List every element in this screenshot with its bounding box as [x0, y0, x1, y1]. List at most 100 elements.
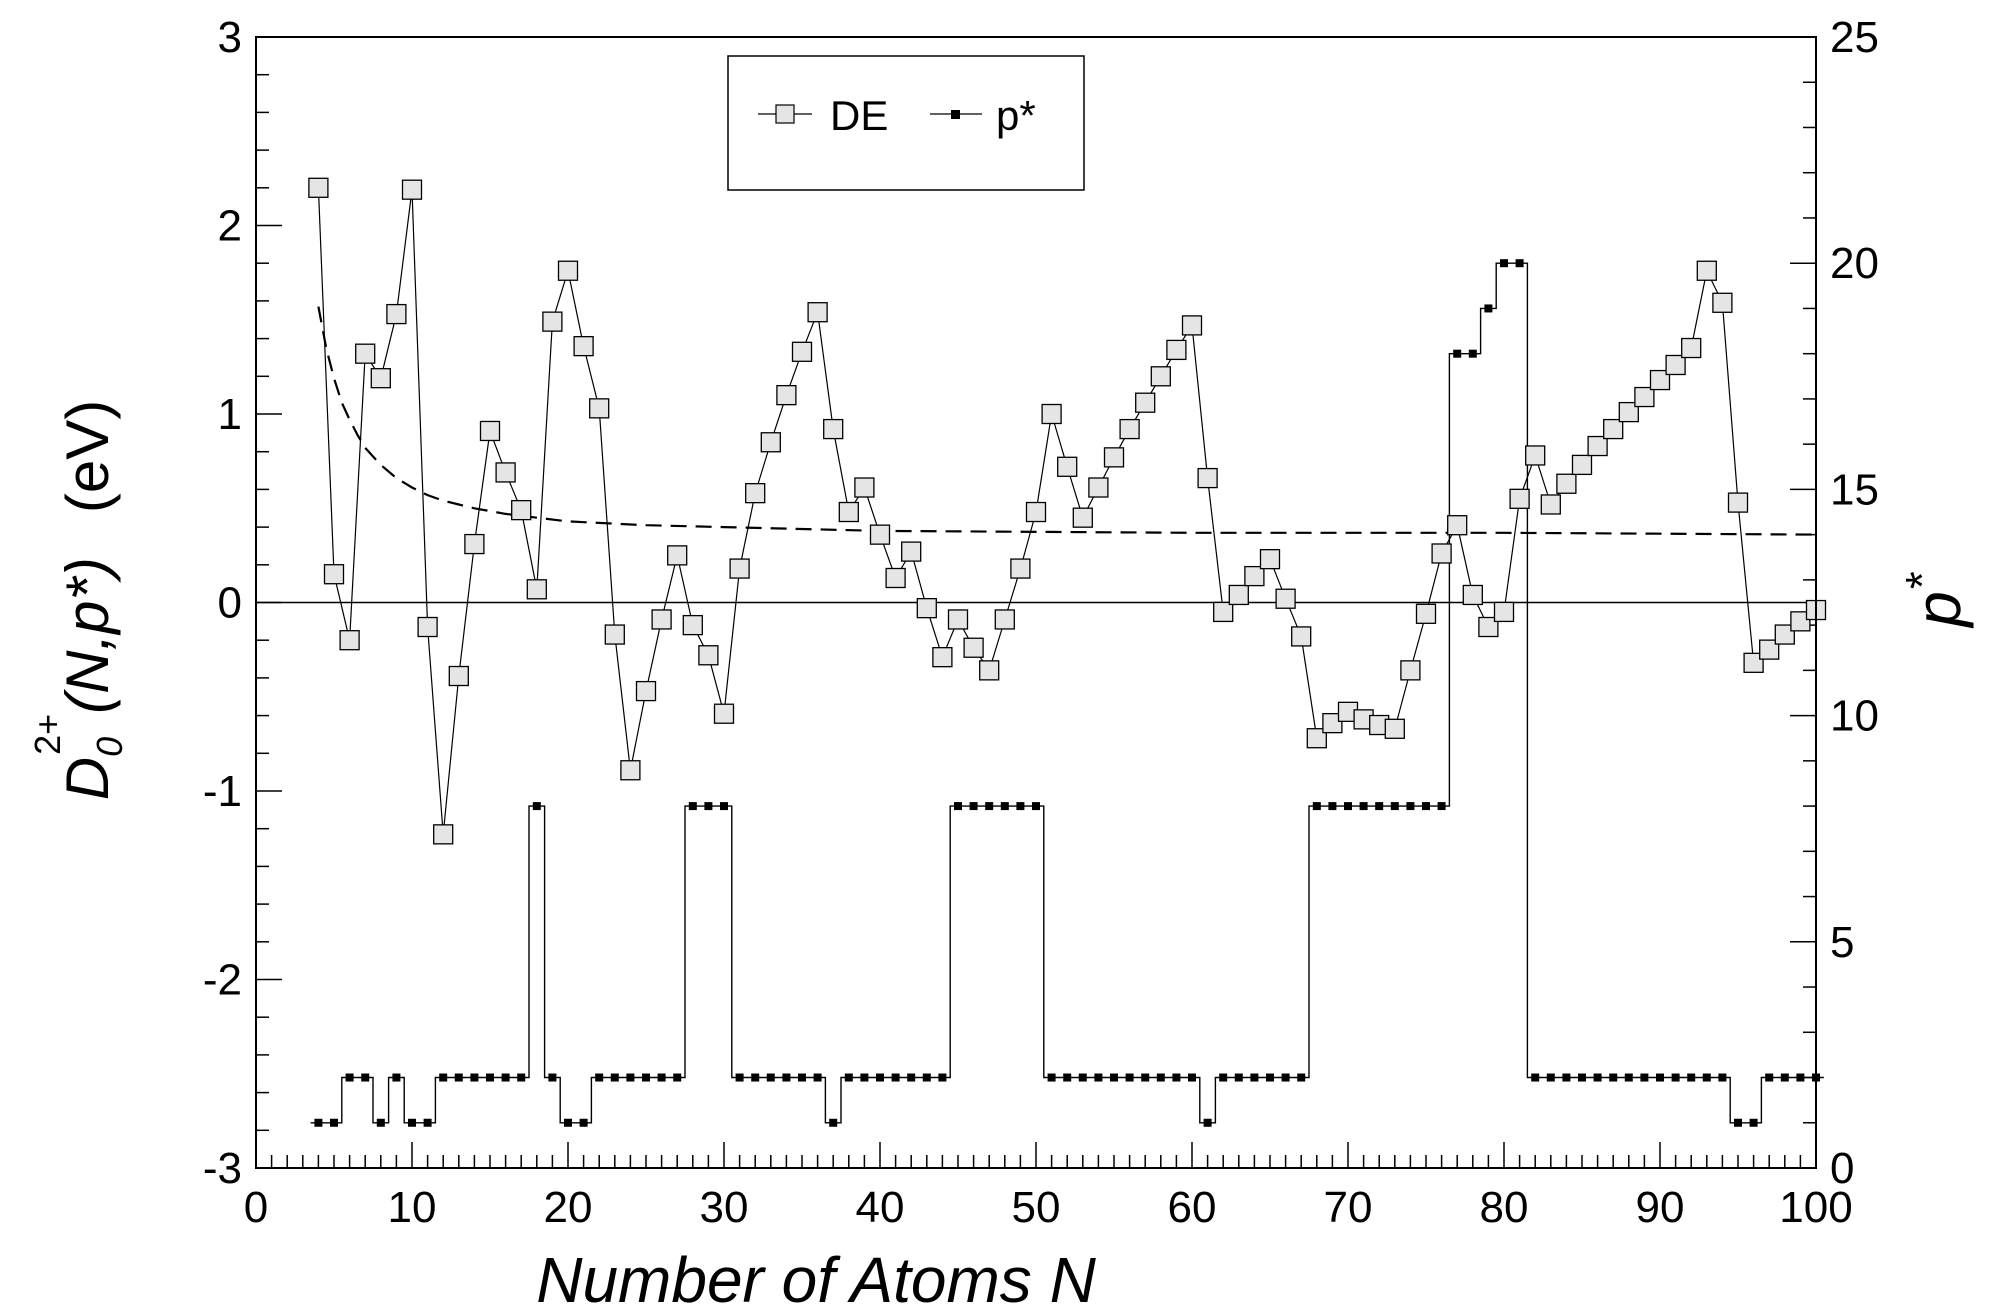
p-star-point [782, 1073, 791, 1082]
p-star-point [1562, 1073, 1571, 1082]
y-left-main: D [54, 757, 121, 800]
de-point [1291, 626, 1312, 647]
p-star-point [1125, 1073, 1134, 1082]
dashed-fit-curve [317, 306, 1817, 536]
de-point [932, 647, 953, 668]
p-star-point [844, 1073, 853, 1082]
de-point [729, 558, 750, 579]
p-star-point [1297, 1073, 1306, 1082]
de-point [979, 660, 1000, 681]
de-point [1244, 565, 1265, 587]
de-point [417, 616, 438, 638]
de-point [339, 630, 360, 651]
de-point [1665, 354, 1686, 376]
de-point [667, 545, 688, 566]
p-star-point [1796, 1073, 1805, 1082]
de-point [1166, 339, 1187, 361]
legend-label-de: DE [830, 92, 888, 139]
de-point [651, 609, 672, 630]
de-point [1259, 548, 1281, 570]
de-point [1790, 611, 1811, 632]
de-point [1415, 603, 1437, 624]
de-point [542, 311, 563, 332]
de-point [1025, 501, 1047, 523]
p-star-point [922, 1073, 931, 1082]
de-point [1759, 639, 1780, 660]
x-tick-label: 20 [544, 1183, 593, 1232]
x-tick-label: 90 [1636, 1183, 1685, 1232]
de-point [1634, 386, 1655, 408]
y-left-tick-label: 1 [218, 390, 242, 439]
de-point [1041, 403, 1062, 425]
p-star-point [501, 1073, 510, 1082]
p-star-point [1032, 802, 1040, 811]
de-point [1681, 337, 1702, 359]
x-tick-label: 100 [1779, 1183, 1852, 1232]
de-point [1509, 488, 1530, 509]
y-left-tick-label: 3 [218, 13, 242, 62]
p-star-point [532, 802, 541, 811]
p-star-point [657, 1073, 666, 1082]
p-star-point [1609, 1073, 1618, 1082]
p-star-point [1203, 1118, 1212, 1127]
p-star-point [1016, 802, 1025, 811]
p-star-point [564, 1118, 572, 1127]
x-tick-label: 70 [1324, 1183, 1373, 1232]
p-star-point [1172, 1073, 1181, 1082]
p-star-point [1250, 1073, 1259, 1082]
de-point [901, 541, 922, 562]
de-point [526, 579, 547, 600]
p-star-point [1063, 1073, 1072, 1082]
de-point [1010, 558, 1031, 579]
de-point [1556, 473, 1577, 494]
y-left-unit: (eV) [54, 400, 121, 513]
de-point [1447, 515, 1468, 536]
de-point [1228, 584, 1249, 606]
p-star-point [766, 1073, 775, 1082]
y-right-main: p [1902, 591, 1974, 629]
legend-marker-p [951, 110, 960, 119]
p-star-point [1094, 1073, 1103, 1082]
de-point [776, 384, 797, 406]
p-star-point [1359, 802, 1368, 811]
y-left-tick-label: 2 [218, 202, 242, 251]
de-point [994, 609, 1015, 630]
y-left-sub: 0 [89, 737, 130, 757]
p-star-point [1281, 1073, 1290, 1082]
de-point [1213, 601, 1234, 623]
p-star-point [1780, 1073, 1789, 1082]
p-star-point [1422, 802, 1430, 811]
series-line-p-star [310, 262, 1824, 1124]
de-point [1727, 492, 1749, 513]
de-point [1743, 652, 1764, 673]
p-star-point [1734, 1118, 1742, 1127]
p-star-point [1546, 1073, 1555, 1082]
de-point [916, 598, 937, 619]
p-star-point [1188, 1073, 1196, 1082]
de-point [1478, 616, 1499, 638]
y-left-tick-label: -2 [203, 956, 242, 1005]
p-star-point [1406, 802, 1415, 811]
de-point [1712, 292, 1733, 313]
de-point [1571, 454, 1593, 476]
p-star-point [1593, 1073, 1602, 1082]
p-star-point [1468, 349, 1477, 358]
de-point [1135, 392, 1156, 413]
y-left-tick-label: -3 [203, 1144, 242, 1193]
p-star-point [876, 1073, 884, 1082]
p-star-point [1266, 1073, 1274, 1082]
de-point [1431, 543, 1452, 564]
p-star-point [470, 1073, 479, 1082]
p-star-point [642, 1073, 650, 1082]
de-point [1525, 445, 1546, 466]
p-star-point [1390, 802, 1399, 811]
de-point [355, 343, 376, 364]
p-star-point [1000, 802, 1009, 811]
de-point [1275, 588, 1296, 609]
p-star-point [408, 1118, 416, 1127]
de-point [1197, 467, 1218, 489]
p-star-point [1531, 1073, 1540, 1082]
de-point [433, 824, 454, 845]
de-point [713, 703, 735, 724]
